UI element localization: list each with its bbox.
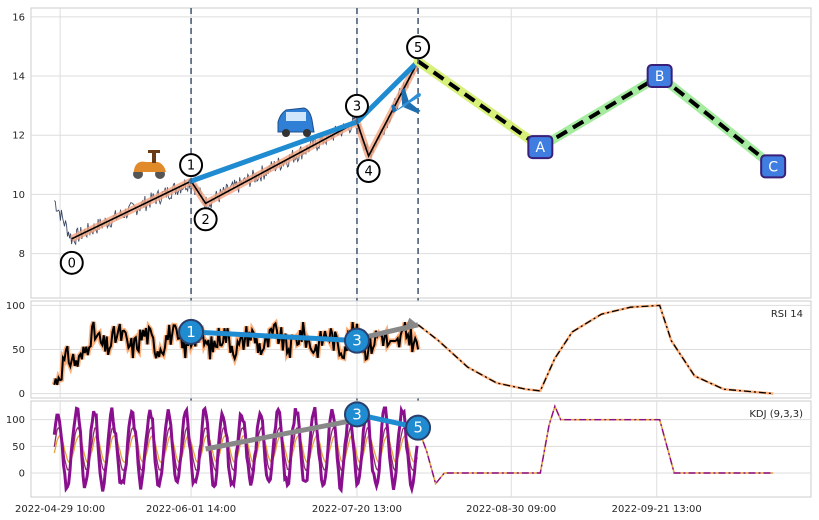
wave-point-label-1: 1: [187, 159, 195, 174]
rsi-trend-arrowhead: [403, 317, 419, 332]
kdj-divergence-label-3: 3: [352, 405, 362, 423]
kdj-divergence-marker-3: [343, 401, 370, 428]
kdj-ytick-label: 0: [19, 469, 25, 480]
kdj-ytick-label: 100: [6, 415, 25, 426]
kdj-j-line: [52, 404, 419, 495]
car-icon: [277, 107, 315, 137]
rsi-ytick-label: 50: [12, 345, 25, 356]
price-ytick-label: 10: [12, 190, 25, 201]
kdj-panel-label: KDJ (9,3,3): [749, 409, 803, 420]
rsi-ytick-label: 100: [6, 301, 25, 312]
x-tick-label: 2022-06-01 14:00: [146, 504, 236, 515]
wave-point-marker-3: [344, 93, 369, 118]
kdj-divergence-label-5: 5: [413, 419, 423, 437]
wave-point-marker-2: [193, 207, 218, 232]
projection-point-label-C: C: [768, 159, 778, 175]
wave-line: [71, 60, 419, 240]
rsi-ytick-label: 0: [19, 389, 25, 400]
airplane-icon: [391, 87, 421, 114]
kdj-projection-line: [417, 404, 774, 486]
projection-point-label-A: A: [536, 140, 546, 156]
kdj-divergence-marker-5: [405, 414, 432, 441]
projection-point-box-A: [527, 135, 554, 160]
x-tick-label: 2022-07-20 13:00: [312, 504, 402, 515]
projection-point-box-C: [760, 154, 787, 179]
projection-point-label-B: B: [655, 69, 665, 85]
wave-point-marker-5: [406, 35, 431, 60]
rsi-divergence-marker-3: [343, 327, 370, 354]
rsi-panel-label: RSI 14: [771, 309, 803, 320]
wave-point-label-0: 0: [68, 256, 76, 271]
rsi-divergence-marker-1: [178, 318, 205, 345]
wave-point-label-5: 5: [414, 41, 422, 56]
price-ytick-label: 14: [12, 72, 25, 83]
wave-point-marker-1: [179, 153, 204, 178]
rsi-divergence-line: [190, 329, 358, 344]
price-ytick-label: 8: [19, 249, 25, 260]
wave-point-label-2: 2: [201, 213, 209, 228]
wave-point-marker-4: [356, 158, 381, 183]
projection-dashed-segment: [658, 74, 775, 168]
projection-dashed-segment: [539, 74, 661, 149]
kdj-ytick-label: 50: [12, 442, 25, 453]
x-tick-label: 2022-09-21 13:00: [612, 504, 702, 515]
rsi-projection-line: [417, 304, 774, 395]
projection-point-box-B: [646, 64, 673, 89]
x-tick-label: 2022-08-30 09:00: [466, 504, 556, 515]
wave-point-label-4: 4: [364, 164, 372, 179]
projection-dashed-segment: [416, 59, 542, 149]
wave-point-label-3: 3: [353, 99, 361, 114]
rsi-divergence-label-3: 3: [352, 332, 362, 350]
x-tick-label: 2022-04-29 10:00: [15, 504, 105, 515]
kdj-gray-trend-line: [205, 417, 358, 452]
price-ytick-label: 16: [12, 12, 25, 23]
scooter-icon: [133, 150, 166, 179]
rsi-divergence-label-1: 1: [186, 323, 196, 341]
wave-point-marker-0: [59, 250, 84, 275]
price-ytick-label: 12: [12, 131, 25, 142]
